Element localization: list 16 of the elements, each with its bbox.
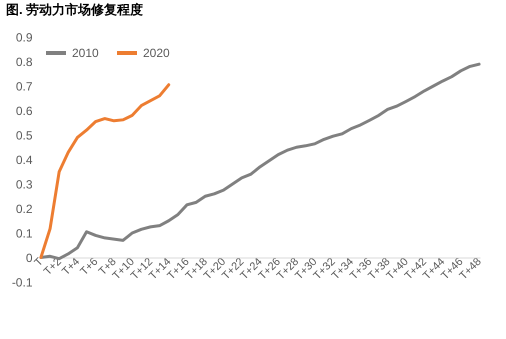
y-tick-label: 0.4 (16, 153, 33, 167)
y-tick-label: 0.3 (16, 178, 33, 192)
y-tick-label: 0 (26, 251, 33, 265)
legend-label: 2020 (143, 46, 170, 60)
y-tick-label: 0.5 (16, 128, 33, 142)
y-tick-label: -0.1 (12, 276, 33, 290)
y-tick-label: 0.1 (16, 226, 33, 240)
y-tick-label: 0.8 (16, 55, 33, 69)
legend-label: 2010 (72, 46, 100, 60)
x-tick-label: T (32, 256, 46, 270)
y-tick-label: 0.6 (16, 104, 33, 118)
y-tick-label: 0.9 (16, 30, 33, 44)
y-tick-label: 0.2 (16, 202, 33, 216)
chart-title: 图. 劳动力市场修复程度 (6, 2, 144, 17)
line-series (39, 83, 170, 259)
y-tick-label: 0.7 (16, 80, 33, 94)
